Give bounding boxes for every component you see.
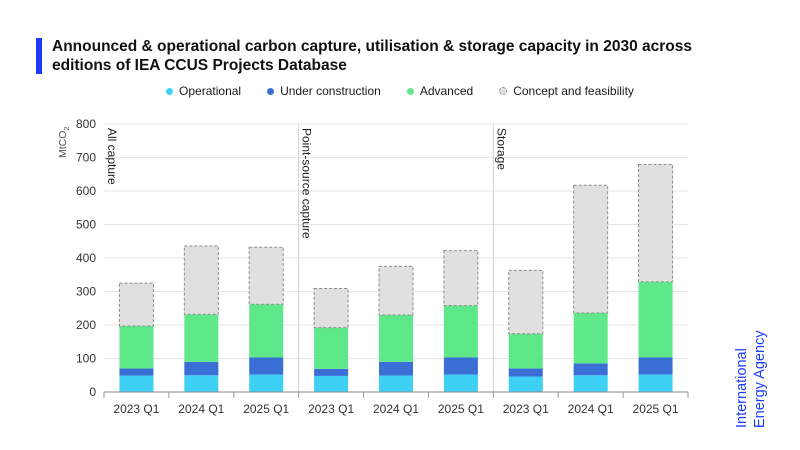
bar-segment [314,368,349,376]
x-tick-label: 2025 Q1 [243,402,289,416]
bar-segment [183,245,219,315]
bar-segment [313,287,349,329]
legend-swatch-concept [499,87,508,95]
y-tick-label: 700 [76,151,96,165]
legend-item-concept: Concept and feasibility [499,84,634,98]
x-tick-label: 2023 Q1 [113,402,159,416]
title-accent-bar [36,38,42,74]
bar-segment [314,327,349,369]
chart-title: Announced & operational carbon capture, … [52,38,692,74]
legend-item-under-construction: Under construction [267,84,381,98]
legend-label-operational: Operational [179,84,242,98]
logo-line-2: Energy Agency [752,330,768,428]
bar-segment [573,363,608,376]
x-tick-label: 2025 Q1 [633,402,679,416]
bar-segment [443,357,478,375]
bar-segment [118,282,154,327]
bar-segment [119,368,154,376]
y-tick-label: 500 [76,218,96,232]
x-tick-label: 2024 Q1 [568,402,614,416]
legend: Operational Under construction Advanced … [0,84,800,98]
bar-segment [119,375,154,392]
bar-segment [249,374,284,392]
bar-segment [638,281,673,358]
x-tick-label: 2024 Q1 [373,402,419,416]
logo-line-1: International [734,348,750,428]
bar-segment [249,304,284,358]
legend-item-operational: Operational [166,84,241,98]
bar-segment [638,374,673,392]
legend-label-advanced: Advanced [419,84,474,98]
bar-segment [443,374,478,392]
bar-segment [508,376,543,392]
bar-segment [184,361,219,376]
y-tick-label: 600 [76,184,96,198]
legend-label-under-construction: Under construction [280,84,381,98]
bar-segment [379,314,413,362]
y-tick-label: 100 [76,352,96,366]
bar-segment [508,333,543,369]
bar-segment [573,375,608,392]
bar-segment [184,375,219,392]
legend-swatch-under-construction [267,87,275,95]
bar-segment [379,375,413,392]
legend-swatch-advanced [406,87,414,95]
legend-label-concept: Concept and feasibility [513,84,634,98]
bar-segment [443,250,479,307]
y-tick-label: 400 [76,251,96,265]
x-tick-label: 2024 Q1 [178,402,224,416]
bar-segment [119,326,154,369]
legend-swatch-operational [166,87,174,95]
bar-segment [508,269,544,335]
y-tick-label: 800 [76,117,96,131]
bar-segment [573,312,608,364]
bar-segment [378,265,414,316]
iea-logo: International Energy Agency [734,330,768,428]
bar-segment [573,184,609,314]
bar-segment [314,375,349,392]
y-tick-label: 200 [76,318,96,332]
bar-segment [249,357,284,375]
x-tick-label: 2023 Q1 [308,402,354,416]
group-label: All capture [105,128,119,185]
group-label: Point-source capture [300,128,314,239]
bar-segment [248,246,284,305]
bar-segment [638,164,674,283]
bar-segment [184,314,219,362]
bar-segment [508,368,543,377]
y-tick-label: 300 [76,285,96,299]
legend-item-advanced: Advanced [406,84,474,98]
group-label: Storage [494,128,508,170]
y-tick-label: 0 [89,385,96,399]
bar-segment [638,357,673,375]
bar-segment [379,361,413,376]
bar-segment [443,305,478,358]
y-axis-label: MtCO2 [57,126,71,158]
x-tick-label: 2023 Q1 [503,402,549,416]
x-tick-label: 2025 Q1 [438,402,484,416]
